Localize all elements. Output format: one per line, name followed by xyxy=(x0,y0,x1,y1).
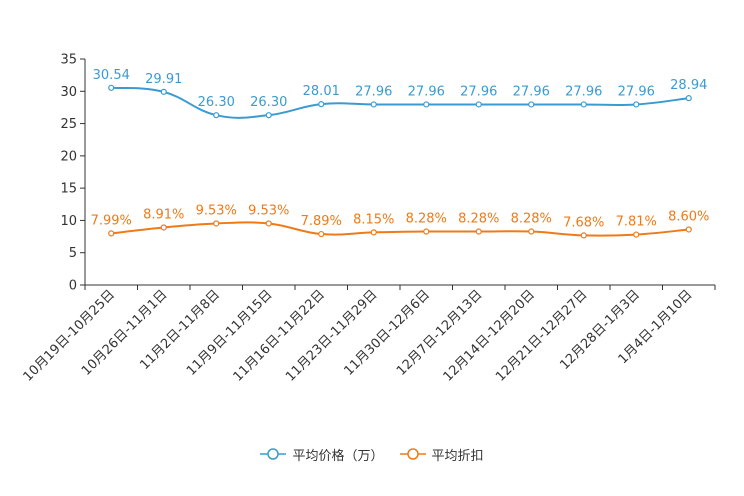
data-point[interactable] xyxy=(213,220,220,227)
y-tick-label: 20 xyxy=(60,149,77,164)
x-tick-label: 10月19日-10月25日 xyxy=(21,287,118,384)
data-label: 28.01 xyxy=(303,84,340,99)
series-points xyxy=(108,84,692,239)
data-label: 27.96 xyxy=(355,84,392,99)
data-label: 7.81% xyxy=(616,215,657,230)
data-label: 26.30 xyxy=(198,95,235,110)
data-label: 27.96 xyxy=(565,84,602,99)
data-point[interactable] xyxy=(160,88,167,95)
data-label: 9.53% xyxy=(196,203,237,218)
data-point[interactable] xyxy=(633,101,640,108)
data-label: 7.89% xyxy=(301,214,342,229)
data-label: 27.96 xyxy=(460,84,497,99)
data-point[interactable] xyxy=(108,230,115,237)
data-label: 26.30 xyxy=(250,95,287,110)
legend-item-discount[interactable]: 平均折扣 xyxy=(399,445,484,464)
y-tick-label: 15 xyxy=(60,182,77,197)
data-label: 29.91 xyxy=(145,72,182,87)
y-tick-label: 35 xyxy=(60,53,77,68)
data-point[interactable] xyxy=(213,112,220,119)
data-point[interactable] xyxy=(108,84,115,91)
chart-legend: 平均价格（万） 平均折扣 xyxy=(0,444,744,464)
data-point[interactable] xyxy=(318,101,325,108)
x-tick-label: 12月14日-12月20日 xyxy=(441,287,538,384)
data-point[interactable] xyxy=(685,226,692,233)
y-tick-label: 30 xyxy=(60,85,77,100)
x-tick-label: 11月23日-11月29日 xyxy=(283,287,380,384)
legend-discount-swatch-icon xyxy=(399,448,426,460)
series-line-0 xyxy=(111,86,689,119)
data-point[interactable] xyxy=(475,101,482,108)
x-tick-label: 12月21日-12月27日 xyxy=(493,287,590,384)
data-point[interactable] xyxy=(528,228,535,235)
legend-price-swatch-icon xyxy=(260,448,287,460)
data-label: 28.94 xyxy=(670,78,707,93)
data-point[interactable] xyxy=(265,112,272,119)
data-point[interactable] xyxy=(633,231,640,238)
data-label: 30.54 xyxy=(93,68,130,83)
legend-price-label: 平均价格（万） xyxy=(292,448,384,464)
data-point[interactable] xyxy=(160,224,167,231)
y-tick-label: 5 xyxy=(69,246,77,261)
y-tick-label: 25 xyxy=(60,117,77,132)
data-point[interactable] xyxy=(580,232,587,239)
data-point[interactable] xyxy=(370,229,377,236)
legend-item-price[interactable]: 平均价格（万） xyxy=(260,445,384,464)
data-point[interactable] xyxy=(265,220,272,227)
series-labels: 30.54 29.91 26.30 26.30 28.01 27.96 27.96 27.96… xyxy=(91,68,710,231)
data-point[interactable] xyxy=(475,228,482,235)
data-label: 9.53% xyxy=(248,203,289,218)
x-tick-label: 11月16日-11月22日 xyxy=(231,287,328,384)
data-point[interactable] xyxy=(528,101,535,108)
data-point[interactable] xyxy=(318,230,325,238)
data-point[interactable] xyxy=(423,228,430,235)
legend-discount-label: 平均折扣 xyxy=(431,448,484,464)
y-tick-label: 0 xyxy=(69,279,77,294)
data-label: 8.91% xyxy=(143,207,184,222)
data-point[interactable] xyxy=(423,101,430,108)
series-lines xyxy=(111,86,689,237)
data-label: 8.28% xyxy=(458,212,499,227)
y-tick-label: 10 xyxy=(60,214,77,229)
data-label: 8.60% xyxy=(668,209,709,224)
data-label: 8.28% xyxy=(511,212,552,227)
data-point[interactable] xyxy=(370,101,377,108)
data-label: 7.99% xyxy=(91,213,132,228)
data-point[interactable] xyxy=(685,95,692,102)
data-label: 8.28% xyxy=(406,212,447,227)
series-line-1 xyxy=(111,221,689,237)
data-point[interactable] xyxy=(580,101,587,108)
data-label: 7.68% xyxy=(563,215,604,230)
data-label: 27.96 xyxy=(618,84,655,99)
data-label: 8.15% xyxy=(353,212,394,227)
data-label: 27.96 xyxy=(513,84,550,99)
data-label: 27.96 xyxy=(408,84,445,99)
